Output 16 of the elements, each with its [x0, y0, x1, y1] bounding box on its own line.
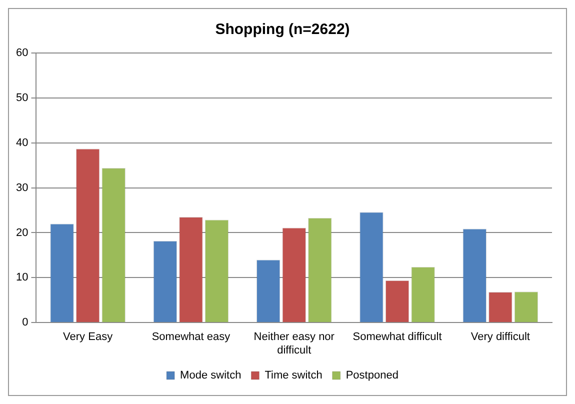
- x-tick-label: Somewhat easy: [152, 331, 231, 344]
- y-tick-label: 10: [16, 272, 28, 284]
- legend-label: Time switch: [264, 370, 322, 382]
- y-tick-label: 40: [16, 136, 28, 149]
- y-tick-label: 30: [16, 182, 28, 194]
- x-tick-label: Very difficult: [470, 331, 530, 344]
- legend-label: Postponed: [346, 370, 398, 382]
- y-tick-label: 60: [16, 47, 28, 60]
- y-tick-label: 0: [22, 316, 28, 329]
- x-tick-label: Neither easy nor difficult: [254, 331, 335, 356]
- x-tick-label: Very Easy: [63, 331, 114, 344]
- legend-label: Mode switch: [180, 370, 242, 382]
- y-tick-label: 50: [16, 92, 28, 104]
- x-tick-label: Somewhat difficult: [352, 331, 442, 344]
- y-tick-label: 20: [16, 226, 28, 239]
- chart-title: Shopping (n=2622): [215, 21, 350, 38]
